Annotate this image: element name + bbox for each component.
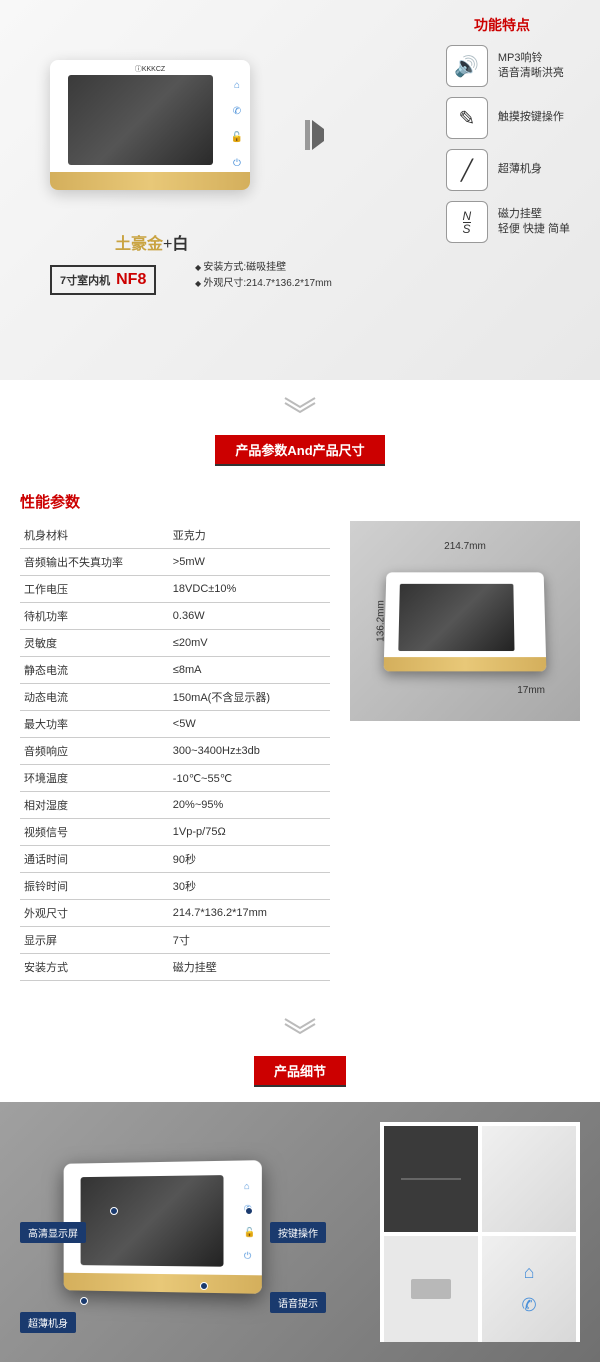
hero-section: ⓘKKKCZ ⌂✆🔓⏻ 土豪金+白 7寸室内机 NF8 安装方式:磁吸挂壁 外观… [0,0,600,380]
feature-item: NS 磁力挂壁轻便 快捷 简单 [446,201,570,243]
spec-row: 静态电流≤8mA [20,657,330,684]
dim-depth: 17mm [517,685,545,696]
model-prefix: 7寸室内机 [60,272,110,288]
specs-section: 性能参数 机身材料亚克力音频输出不失真功率>5mW工作电压18VDC±10%待机… [0,481,600,1001]
spec-row: 机身材料亚克力 [20,522,330,549]
dimension-image: 214.7mm 136.2mm 17mm [350,521,580,721]
spec-row: 显示屏7寸 [20,927,330,954]
spec-row: 相对湿度20%~95% [20,792,330,819]
detail-cell-back [384,1236,478,1342]
feature-text: 超薄机身 [498,162,542,177]
specs-block: 性能参数 机身材料亚克力音频输出不失真功率>5mW工作电压18VDC±10%待机… [20,491,330,981]
specs-table: 机身材料亚克力音频输出不失真功率>5mW工作电压18VDC±10%待机功率0.3… [20,522,330,981]
callout-voice: 语音提示 [270,1292,326,1313]
callout-touch-keys: 按键操作 [270,1222,326,1243]
detail-grid: ⌂✆ [380,1122,580,1342]
spec-row: 振铃时间30秒 [20,873,330,900]
model-number: NF8 [116,271,146,289]
spec-row: 工作电压18VDC±10% [20,576,330,603]
feature-item: ✎ 触摸按键操作 [446,97,570,139]
device-screen [68,75,213,165]
dim-width: 214.7mm [444,541,486,552]
feature-item: ╱ 超薄机身 [446,149,570,191]
device-render: ⓘKKKCZ ⌂✆🔓⏻ [50,60,250,190]
params-header: 产品参数And产品尺寸 [0,430,600,481]
color-label: 土豪金+白 [115,230,188,254]
specs-title: 性能参数 [20,491,330,512]
spec-row: 安装方式磁力挂壁 [20,954,330,981]
feature-text: MP3响铃语音清晰洪亮 [498,51,564,82]
spec-row: 视频信号1Vp-p/75Ω [20,819,330,846]
feature-icon: ╱ [446,149,488,191]
feature-item: 🔊 MP3响铃语音清晰洪亮 [446,45,570,87]
detail-cell-icons: ⌂✆ [482,1236,576,1342]
detail-cell-screen [384,1126,478,1232]
feature-icon: NS [446,201,488,243]
arrow-icon [305,120,324,150]
details-header: 产品细节 [0,1051,600,1102]
detail-device: ⌂✆🔓⏻ [64,1160,262,1294]
feature-icon: ✎ [446,97,488,139]
details-section: ⌂✆🔓⏻ 高清显示屏 超薄机身 按键操作 语音提示 ⌂✆ [0,1102,600,1362]
brand-logo: ⓘKKKCZ [135,64,165,74]
feature-text: 磁力挂壁轻便 快捷 简单 [498,207,570,238]
spec-row: 最大功率<5W [20,711,330,738]
spec-row: 灵敏度≤20mV [20,630,330,657]
spec-row: 音频响应300~3400Hz±3db [20,738,330,765]
feature-icon: 🔊 [446,45,488,87]
callout-thin-body: 超薄机身 [20,1312,76,1333]
spec-row: 外观尺寸214.7*136.2*17mm [20,900,330,927]
device-gold-trim [50,172,250,190]
feature-text: 触摸按键操作 [498,110,564,125]
dim-device [384,572,547,671]
features-title: 功能特点 [474,15,530,35]
divider-chevron [0,380,600,430]
spec-row: 环境温度-10℃~55℃ [20,765,330,792]
spec-row: 音频输出不失真功率>5mW [20,549,330,576]
spec-row: 待机功率0.36W [20,603,330,630]
features-list: 🔊 MP3响铃语音清晰洪亮 ✎ 触摸按键操作 ╱ 超薄机身 NS 磁力挂壁轻便 快捷 简单 [446,45,570,243]
detail-cell-edge [482,1126,576,1232]
device-touch-icons: ⌂✆🔓⏻ [230,80,244,172]
callout-hd-screen: 高清显示屏 [20,1222,86,1243]
spec-row: 通话时间90秒 [20,846,330,873]
divider-chevron-2 [0,1001,600,1051]
detail-callout-area: ⌂✆🔓⏻ 高清显示屏 超薄机身 按键操作 语音提示 [20,1122,365,1342]
model-box: 7寸室内机 NF8 [50,265,156,295]
install-info: 安装方式:磁吸挂壁 外观尺寸:214.7*136.2*17mm [195,260,332,292]
spec-row: 动态电流150mA(不含显示器) [20,684,330,711]
